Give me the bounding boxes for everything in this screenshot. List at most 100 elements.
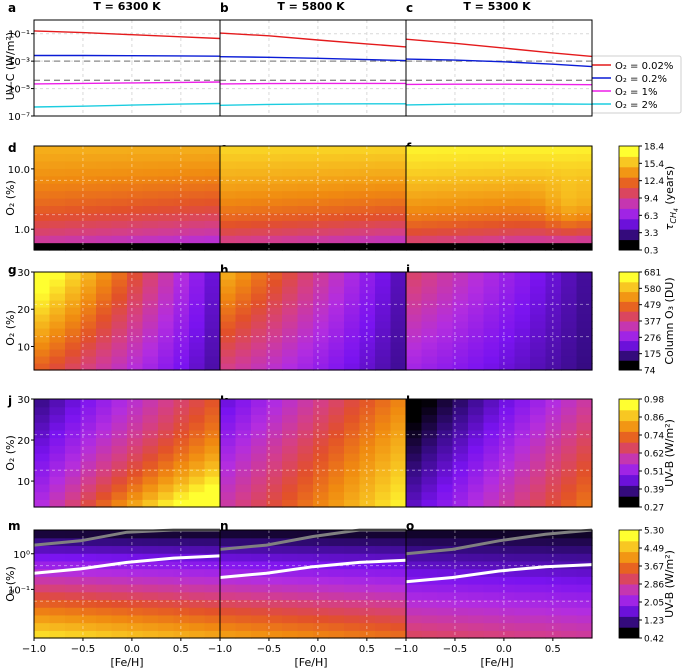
heatmap-cell-4-0 <box>80 560 97 570</box>
heatmap-cell-2-1 <box>313 356 330 364</box>
heatmap-cell-4-0 <box>127 545 144 554</box>
heatmap-cell-1-2 <box>483 160 500 169</box>
heatmap-cell-4-0 <box>127 630 144 639</box>
heatmap-cell-3-1 <box>297 414 314 423</box>
heatmap-cell-1-0 <box>158 160 175 169</box>
heatmap-cell-1-2 <box>499 198 516 207</box>
heatmap-cell-1-1 <box>282 153 299 162</box>
heatmap-cell-3-1 <box>375 453 392 462</box>
heatmap-cell-4-2 <box>468 584 485 593</box>
heatmap-cell-4-2 <box>452 614 469 624</box>
heatmap-cell-2-1 <box>313 335 330 343</box>
heatmap-cell-1-2 <box>561 190 578 199</box>
heatmap-cell-4-1 <box>297 622 314 631</box>
heatmap-cell-2-2 <box>576 300 593 308</box>
heatmap-cell-1-0 <box>204 168 221 177</box>
colorbar-tick-label-4-4: 2.05 <box>644 599 664 609</box>
heatmap-cell-2-1 <box>235 293 252 301</box>
colorbar-tick-label-3-1: 0.86 <box>644 414 664 424</box>
heatmap-cell-4-2 <box>514 622 531 631</box>
heatmap-cell-3-2 <box>499 499 516 508</box>
heatmap-cell-3-2 <box>499 453 516 462</box>
heatmap-cell-2-0 <box>189 286 206 294</box>
heatmap-cell-1-1 <box>313 146 330 155</box>
heatmap-cell-1-1 <box>344 220 361 229</box>
heatmap-cell-4-0 <box>204 545 221 554</box>
heatmap-cell-2-0 <box>96 363 113 371</box>
heatmap-cell-4-0 <box>173 599 190 608</box>
heatmap-cell-4-0 <box>204 584 221 593</box>
heatmap-cell-2-2 <box>437 356 454 364</box>
ytick-label-1-0: 10.0 <box>8 165 30 176</box>
heatmap-cell-4-1 <box>282 614 299 624</box>
heatmap-cell-3-1 <box>328 483 345 493</box>
heatmap-cell-4-0 <box>173 622 190 631</box>
heatmap-cell-1-0 <box>204 190 221 199</box>
heatmap-cell-1-2 <box>576 168 593 177</box>
heatmap-cell-1-0 <box>173 212 190 221</box>
heatmap-cell-4-0 <box>111 607 128 616</box>
heatmap-cell-1-2 <box>530 146 547 155</box>
heatmap-cell-2-0 <box>111 349 128 357</box>
heatmap-cell-2-2 <box>514 272 531 280</box>
heatmap-cell-4-0 <box>173 614 190 624</box>
heatmap-cell-3-2 <box>514 445 531 454</box>
heatmap-cell-3-0 <box>34 453 51 462</box>
heatmap-cell-1-0 <box>142 160 159 169</box>
heatmap-cell-1-2 <box>406 205 423 214</box>
heatmap-cell-2-1 <box>282 356 299 364</box>
colorbar-tick-label-3-5: 0.39 <box>644 486 664 496</box>
heatmap-cell-4-0 <box>158 622 175 631</box>
colorbar-swatch-3 <box>619 453 639 465</box>
heatmap-cell-3-1 <box>266 406 283 416</box>
heatmap-cell-3-1 <box>359 476 376 485</box>
heatmap-cell-1-1 <box>375 220 392 229</box>
heatmap-cell-4-2 <box>468 553 485 562</box>
heatmap-cell-4-0 <box>189 607 206 616</box>
heatmap-cell-1-0 <box>127 153 144 162</box>
heatmap-cell-2-0 <box>204 272 221 280</box>
heatmap-cell-3-1 <box>359 422 376 431</box>
heatmap-cell-4-2 <box>421 530 438 539</box>
heatmap-cell-1-0 <box>80 146 97 155</box>
heatmap-cell-3-2 <box>576 414 593 423</box>
heatmap-cell-4-2 <box>437 591 454 601</box>
heatmap-cell-4-2 <box>530 576 547 585</box>
heatmap-cell-2-0 <box>111 293 128 301</box>
heatmap-cell-3-0 <box>34 460 51 470</box>
heatmap-cell-1-1 <box>390 227 407 236</box>
heatmap-cell-4-2 <box>452 568 469 577</box>
heatmap-cell-3-1 <box>266 491 283 500</box>
heatmap-cell-4-0 <box>127 568 144 577</box>
legend: O₂ = 0.02% O₂ = 0.2% O₂ = 1% O₂ = 2% <box>584 55 682 114</box>
heatmap-cell-1-1 <box>390 212 407 221</box>
heatmap-cell-2-1 <box>251 293 268 301</box>
heatmap-cell-4-1 <box>251 584 268 593</box>
heatmap-cell-2-0 <box>189 342 206 350</box>
heatmap-cell-3-1 <box>390 476 407 485</box>
heatmap-cell-3-2 <box>483 399 500 408</box>
heatmap-cell-4-2 <box>468 614 485 624</box>
heatmap-cell-2-1 <box>375 300 392 308</box>
heatmap-cell-3-2 <box>468 399 485 408</box>
heatmap-cell-2-1 <box>235 307 252 315</box>
heatmap-cell-4-2 <box>499 553 516 562</box>
heatmap-cell-4-2 <box>452 599 469 608</box>
heatmap-cell-3-0 <box>80 422 97 431</box>
heatmap-cell-1-0 <box>127 227 144 236</box>
heatmap-cell-3-2 <box>437 453 454 462</box>
heatmap-cell-3-1 <box>375 499 392 508</box>
heatmap-cell-1-1 <box>266 168 283 177</box>
heatmap-cell-3-1 <box>359 453 376 462</box>
heatmap-cell-4-0 <box>158 584 175 593</box>
heatmap-cell-3-1 <box>220 499 237 508</box>
heatmap-cell-1-0 <box>80 153 97 162</box>
heatmap-cell-4-1 <box>282 584 299 593</box>
heatmap-cell-3-2 <box>530 445 547 454</box>
heatmap-cell-4-2 <box>452 630 469 639</box>
heatmap-cell-4-1 <box>359 614 376 624</box>
heatmap-cell-1-0 <box>127 220 144 229</box>
heatmap-cell-1-0 <box>173 175 190 184</box>
heatmap-cell-1-0 <box>127 168 144 177</box>
heatmap-cell-2-2 <box>452 314 469 322</box>
